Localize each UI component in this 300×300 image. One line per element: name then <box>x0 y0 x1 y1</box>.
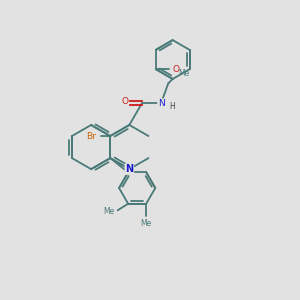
Text: Me: Me <box>178 69 190 78</box>
Text: Br: Br <box>85 131 95 140</box>
Text: Me: Me <box>103 207 114 216</box>
Text: H: H <box>169 102 175 111</box>
Text: N: N <box>125 164 134 174</box>
Text: O: O <box>172 65 179 74</box>
Text: N: N <box>158 99 164 108</box>
Text: O: O <box>122 97 129 106</box>
Text: Me: Me <box>141 219 152 228</box>
